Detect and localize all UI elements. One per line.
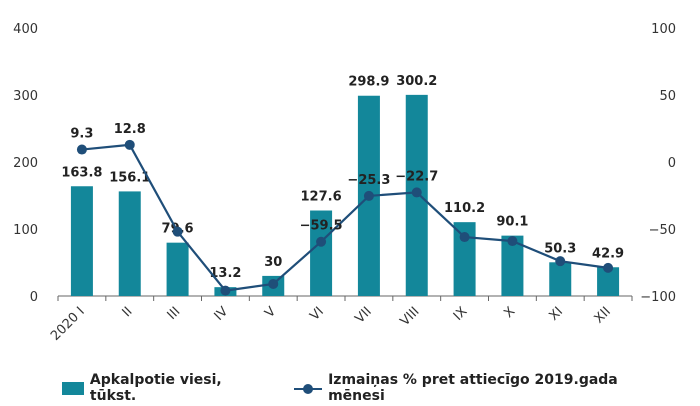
line-point	[507, 236, 518, 247]
y-right-tick-label: −100	[640, 290, 676, 305]
bar-data-label: 300.2	[396, 74, 437, 89]
line-point	[76, 144, 87, 155]
bar-data-label: 127.6	[301, 190, 342, 205]
x-tick-label: 2020 I	[48, 304, 88, 344]
x-tick-label: X	[501, 304, 518, 321]
line-point	[363, 190, 374, 201]
bar	[453, 222, 476, 296]
line-data-label: 9.3	[70, 127, 93, 142]
x-tick-label: XI	[546, 304, 566, 324]
x-tick-label: IV	[212, 304, 232, 324]
y-left-tick-label: 300	[13, 89, 38, 104]
legend-bar-label: Apkalpotie viesi, tūkst.	[89, 372, 222, 404]
bar	[166, 242, 189, 296]
y-right-tick-label: −50	[649, 223, 676, 238]
y-right-tick-label: 100	[651, 22, 676, 37]
line-data-label: −25.3	[347, 173, 390, 188]
line-point	[316, 236, 327, 247]
line-point	[603, 262, 614, 273]
y-right-tick-label: 0	[668, 156, 676, 171]
line-data-labels: 9.3 12.8 −59.5 −25.3 −22.7	[70, 122, 438, 234]
y-left-tick-label: 400	[13, 22, 38, 37]
y-right-tick-label: 50	[659, 89, 676, 104]
bar	[118, 191, 141, 296]
x-tick-label: II	[120, 304, 136, 320]
line-point	[268, 278, 279, 289]
x-tick-label: VII	[352, 304, 374, 326]
bar	[310, 210, 333, 296]
bar	[501, 235, 524, 296]
line-data-label: 12.8	[114, 122, 146, 137]
x-tick-label: VIII	[398, 304, 423, 329]
bar-data-label: 13.2	[209, 266, 241, 281]
line-data-label: −22.7	[395, 169, 438, 184]
line-path	[81, 143, 609, 292]
bar-data-label: 110.2	[444, 201, 485, 216]
bar-data-label: 90.1	[496, 215, 528, 230]
legend-line-label: Izmaiņas % pret attiecīgo 2019.gada mēne…	[328, 372, 618, 404]
bar	[549, 262, 572, 296]
x-tick-labels: 2020 I II III IV V VI VII VIII IX X XI XII	[48, 304, 614, 344]
line-point	[172, 226, 183, 237]
legend-bar-swatch	[62, 381, 84, 395]
bar-data-label: 298.9	[348, 75, 389, 90]
x-tick-label: XII	[592, 304, 614, 326]
bar-data-label: 42.9	[592, 246, 624, 261]
legend-item-bars: Apkalpotie viesi, tūkst.	[62, 372, 272, 404]
x-tick-label: III	[165, 304, 184, 323]
axes: 0 100 200 300 400 −100 −50 0 50 100	[13, 22, 676, 305]
bar-data-label: 163.8	[61, 165, 102, 180]
bar-data-labels: 163.8156.179.613.230127.6298.9300.2110.2…	[61, 74, 624, 281]
x-tick-label: IX	[451, 304, 471, 324]
y-left-tick-label: 200	[13, 156, 38, 171]
bar-series	[70, 94, 620, 296]
x-tick-label: VI	[307, 304, 327, 324]
bar	[597, 267, 620, 296]
bar	[70, 186, 93, 296]
line-series	[76, 139, 614, 296]
x-tick-label: V	[262, 304, 279, 321]
legend-line-marker	[294, 382, 323, 395]
bar-data-label: 50.3	[544, 241, 576, 256]
line-point	[555, 256, 566, 267]
line-data-label: −59.5	[300, 219, 343, 234]
bar-data-label: 156.1	[109, 170, 150, 185]
y-left-tick-label: 100	[13, 223, 38, 238]
legend-item-line: Izmaiņas % pret attiecīgo 2019.gada mēne…	[294, 372, 678, 404]
line-point	[459, 232, 470, 243]
legend: Apkalpotie viesi, tūkst. Izmaiņas % pret…	[62, 372, 700, 404]
line-point	[124, 139, 135, 150]
line-point	[220, 285, 231, 296]
bar-data-label: 30	[264, 255, 282, 270]
y-left-tick-label: 0	[30, 290, 38, 305]
line-point	[411, 187, 422, 198]
